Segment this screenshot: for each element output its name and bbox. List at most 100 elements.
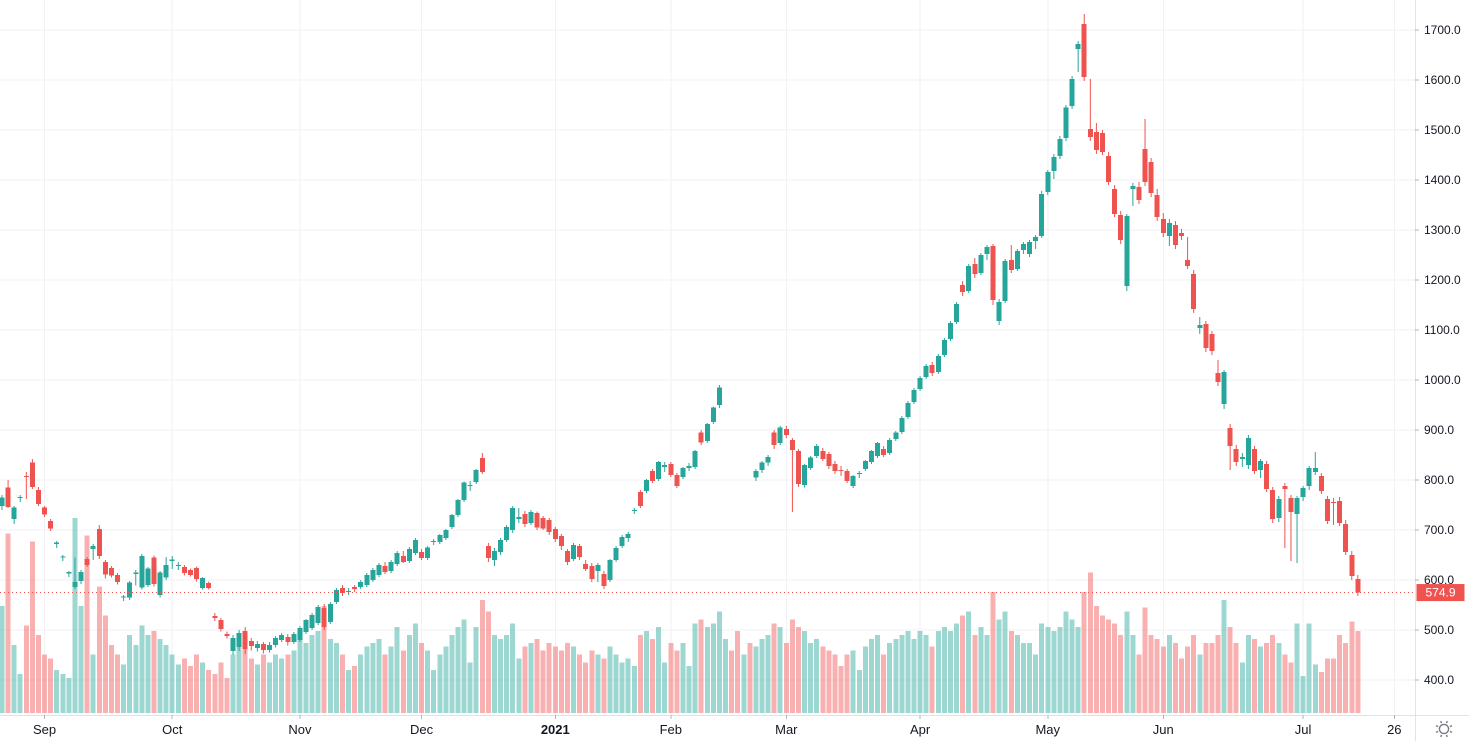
candle-body	[850, 476, 856, 486]
settings-icon-ray	[1435, 730, 1439, 733]
volume-bar	[887, 642, 893, 713]
candle-body	[1008, 260, 1014, 270]
last-price-badge[interactable]	[1416, 584, 1465, 602]
candle-body	[1282, 486, 1288, 489]
settings-icon-ray	[1445, 720, 1448, 724]
volume-bar	[893, 638, 899, 713]
candle-body	[820, 451, 826, 459]
volume-bar	[303, 642, 309, 713]
candle-body	[674, 475, 680, 486]
volume-bar	[637, 635, 643, 713]
volume-bar	[200, 662, 206, 713]
candle-body	[935, 356, 941, 372]
candle-body	[954, 304, 960, 322]
volume-bar	[151, 631, 157, 713]
volume-bar	[1337, 635, 1343, 713]
volume-bar	[619, 662, 625, 713]
candle-body	[595, 565, 601, 571]
volume-bar	[1093, 605, 1099, 713]
volume-bar	[1087, 572, 1093, 713]
time-axis[interactable]	[0, 715, 1415, 741]
candle-body	[400, 556, 406, 562]
price-tick-label: 1400.0	[1424, 173, 1461, 187]
candle-body	[5, 487, 11, 507]
price-tick-label: 1500.0	[1424, 123, 1461, 137]
volume-bar	[230, 654, 236, 713]
price-scale-settings-icon[interactable]	[1435, 720, 1453, 738]
volume-bar	[218, 662, 224, 713]
candle-body	[1312, 468, 1318, 472]
volume-bar	[0, 605, 5, 713]
volume-bar	[911, 638, 917, 713]
volume-bar	[115, 654, 121, 713]
volume-bar	[1324, 658, 1330, 713]
volume-bar	[1197, 654, 1203, 713]
candle-body	[1154, 195, 1160, 217]
candle-body	[917, 378, 923, 389]
volume-bar	[1191, 635, 1197, 713]
candle-body	[467, 485, 473, 486]
volume-bar	[248, 658, 254, 713]
volume-bar	[552, 646, 558, 713]
candle-body	[78, 572, 84, 581]
candle-body	[753, 471, 759, 478]
candle-body	[175, 565, 181, 566]
volume-bar	[327, 638, 333, 713]
settings-icon-ray	[1440, 734, 1443, 738]
candle-body	[571, 545, 577, 559]
volume-bar	[1106, 619, 1112, 713]
candle-body	[1148, 162, 1154, 193]
candle-body	[1045, 172, 1051, 192]
candle-body	[96, 529, 102, 556]
candle-body	[844, 471, 850, 481]
price-tick-label: 400.0	[1424, 673, 1454, 687]
time-tick-label: Oct	[162, 722, 183, 737]
candle-body	[1014, 251, 1020, 269]
candle-body	[516, 517, 522, 519]
volume-bar	[145, 635, 151, 713]
candle-body	[692, 451, 698, 467]
volume-bar	[1057, 627, 1063, 713]
volume-bar	[972, 635, 978, 713]
time-tick-label: Mar	[775, 722, 798, 737]
volume-bar	[260, 654, 266, 713]
candle-body	[1106, 156, 1112, 182]
candle-body	[491, 551, 497, 560]
volume-bar	[1154, 638, 1160, 713]
candle-body	[1264, 464, 1270, 489]
candle-body	[607, 560, 613, 580]
volume-bar	[1075, 627, 1081, 713]
candle-body	[862, 461, 868, 469]
volume-bar	[48, 658, 54, 713]
candle-body	[929, 365, 935, 373]
volume-bar	[1264, 642, 1270, 713]
volume-bar	[443, 646, 449, 713]
volume-bar	[546, 642, 552, 713]
candle-body	[35, 490, 41, 504]
candle-body	[522, 514, 528, 524]
price-tick-label: 1200.0	[1424, 273, 1461, 287]
volume-bar	[966, 611, 972, 713]
price-axis[interactable]	[1415, 0, 1469, 715]
volume-bar	[935, 631, 941, 713]
candle-body	[838, 470, 844, 471]
volume-bar	[577, 654, 583, 713]
volume-bar	[771, 623, 777, 713]
candle-body	[1324, 499, 1330, 521]
candle-body	[352, 587, 358, 589]
volume-bar	[1008, 631, 1014, 713]
candle-body	[224, 634, 230, 636]
volume-bar	[1160, 646, 1166, 713]
volume-bar	[1312, 664, 1318, 713]
candle-body	[1112, 189, 1118, 214]
volume-bar	[479, 599, 485, 713]
volume-bar	[1233, 642, 1239, 713]
volume-bar	[941, 627, 947, 713]
settings-icon-ray	[1435, 725, 1439, 728]
candle-body	[564, 551, 570, 562]
candle-body	[115, 575, 121, 582]
volume-bar	[1306, 623, 1312, 713]
candle-body	[1349, 555, 1355, 576]
candle-body	[242, 631, 248, 649]
